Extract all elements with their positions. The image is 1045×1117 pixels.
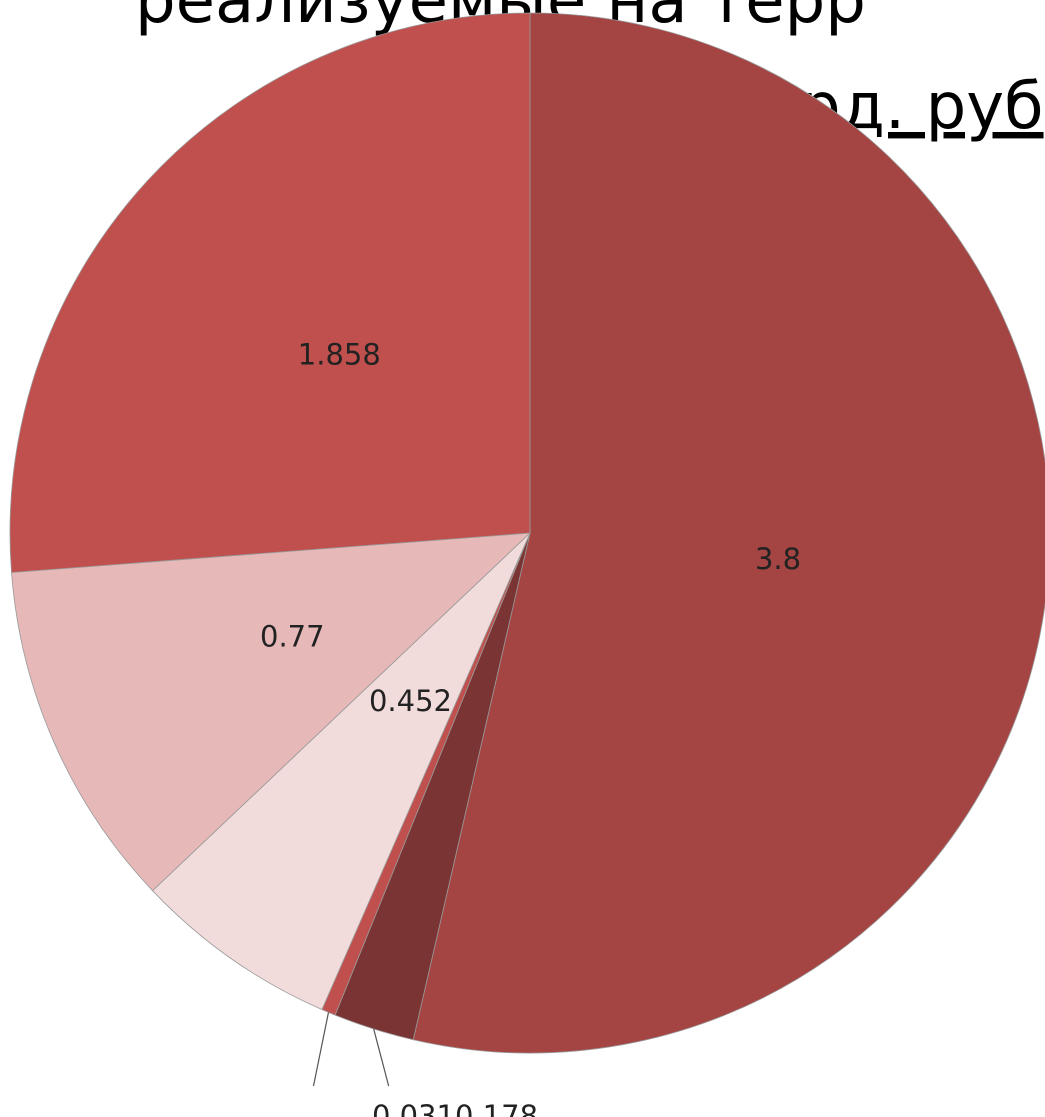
leader-line [373,1028,390,1087]
data-label: 0.178 [455,1099,538,1117]
pie-slice [151,532,531,1011]
data-label: 3.8 [755,542,801,576]
data-label: 0.77 [260,619,325,653]
data-label: 0.031 [372,1099,455,1117]
data-label: 1.858 [298,337,381,371]
pie-slice [412,12,1045,1054]
data-label: 0.452 [369,684,452,718]
pie-slice [9,12,531,573]
leader-line [312,1012,330,1087]
pie-slice [11,532,532,892]
